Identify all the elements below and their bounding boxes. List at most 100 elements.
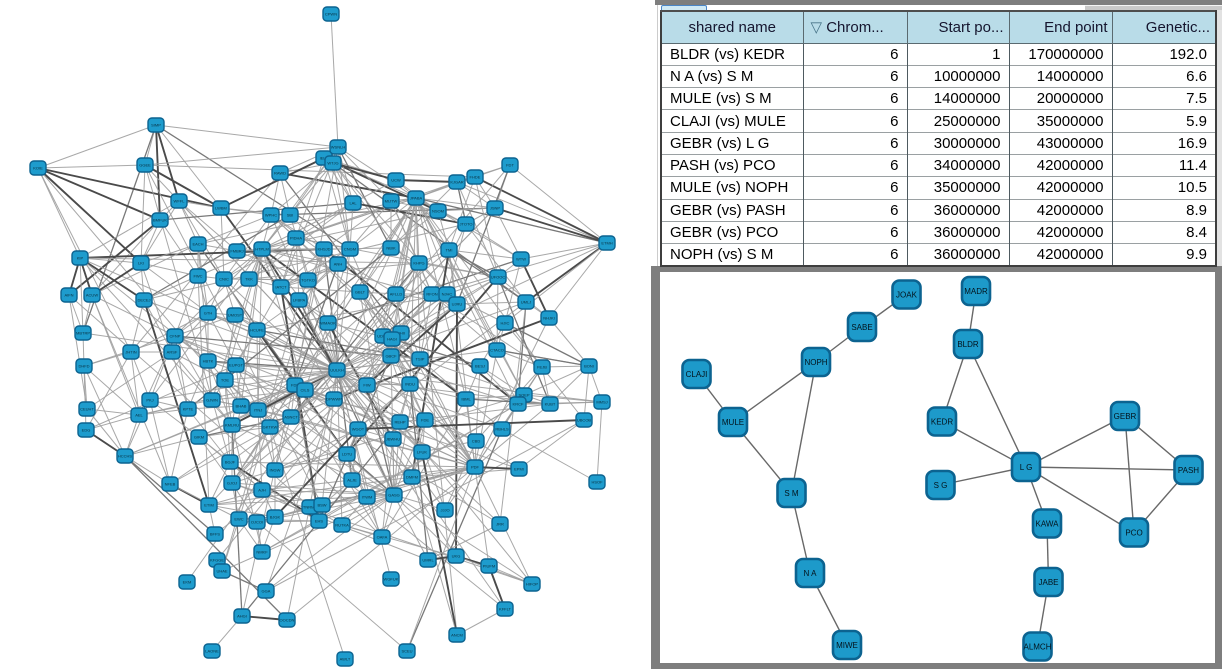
svg-text:MIJTW: MIJTW (385, 199, 398, 204)
svg-text:JRR: JRR (496, 522, 504, 527)
svg-text:UCW: UCW (391, 178, 401, 183)
svg-text:LFUK: LFUK (417, 450, 428, 455)
svg-text:ITNJ: ITNJ (254, 408, 262, 413)
svg-text:UHII: UHII (397, 331, 405, 336)
svg-text:S M: S M (784, 489, 799, 498)
svg-text:KFFLT: KFFLT (499, 607, 511, 612)
svg-text:ARSF: ARSF (167, 350, 178, 355)
svg-text:FDT: FDT (506, 163, 514, 168)
svg-text:GIKM: GIKM (194, 435, 204, 440)
svg-text:JJJO: JJJO (440, 508, 449, 513)
svg-text:GBCF: GBCF (385, 354, 397, 359)
svg-text:UMRL: UMRL (422, 558, 434, 563)
svg-text:EWC: EWC (234, 517, 243, 522)
svg-text:PIDHA: PIDHA (290, 236, 303, 241)
svg-text:WSNLH: WSNLH (331, 145, 346, 150)
svg-text:UBCOB: UBCOB (577, 418, 592, 423)
svg-text:REHP: REHP (394, 420, 405, 425)
svg-text:SBI: SBI (287, 213, 293, 218)
svg-text:HCCHS: HCCHS (118, 454, 133, 459)
svg-text:RBHLS: RBHLS (495, 427, 509, 432)
svg-text:TNRMS: TNRMS (303, 505, 318, 510)
svg-text:NMKF: NMKF (256, 550, 268, 555)
svg-text:KHSJD: KHSJD (317, 247, 330, 252)
svg-text:IATCT: IATCT (275, 285, 287, 290)
svg-text:JTOTO: JTOTO (460, 222, 473, 227)
svg-text:MULE: MULE (722, 418, 744, 427)
svg-text:AJH: AJH (258, 488, 266, 493)
svg-text:TSIP: TSIP (416, 357, 425, 362)
svg-text:JBWHU: JBWHU (386, 437, 400, 442)
svg-text:GGA: GGA (262, 589, 271, 594)
svg-text:GJOJ: GJOJ (227, 481, 237, 486)
svg-text:KHPG: KHPG (413, 261, 424, 266)
svg-text:JABE: JABE (1038, 578, 1058, 587)
svg-text:BONI: BONI (584, 364, 594, 369)
svg-text:UKG: UKG (452, 554, 461, 559)
svg-text:HIFOP: HIFOP (526, 582, 539, 587)
svg-text:GJWN: GJWN (206, 398, 218, 403)
svg-text:BFFS: BFFS (210, 532, 221, 537)
svg-text:TGTKO: TGTKO (301, 278, 315, 283)
svg-text:CNIC: CNIC (219, 277, 229, 282)
svg-text:BSW: BSW (317, 503, 326, 508)
svg-text:TKK: TKK (245, 277, 253, 282)
svg-text:KEDR: KEDR (931, 418, 953, 427)
svg-text:GASG: GASG (388, 493, 400, 498)
svg-text:GKTKW: GKTKW (263, 425, 278, 430)
svg-text:ANCM: ANCM (451, 633, 463, 638)
svg-text:EUPGT: EUPGT (229, 363, 243, 368)
svg-text:NJHC: NJHC (442, 292, 453, 297)
svg-text:NHJKI: NHJKI (543, 316, 555, 321)
svg-text:FDE: FDE (421, 418, 429, 423)
svg-text:TOE: TOE (221, 378, 229, 383)
svg-text:OAFA: OAFA (377, 535, 388, 540)
svg-text:DPWWP: DPWWP (326, 397, 342, 402)
svg-text:DHFD: DHFD (78, 364, 89, 369)
svg-text:FWC: FWC (193, 274, 202, 279)
svg-text:GTH: GTH (204, 311, 213, 316)
svg-text:WFFL: WFFL (174, 199, 186, 204)
svg-text:BGJF: BGJF (225, 460, 236, 465)
svg-text:WMAOK: WMAOK (320, 321, 336, 326)
svg-text:AHGI: AHGI (237, 614, 247, 619)
svg-text:LAL: LAL (349, 201, 357, 206)
svg-text:WGFUK: WGFUK (384, 577, 399, 582)
svg-text:JPABA: JPABA (410, 196, 423, 201)
svg-text:FIW: FIW (363, 383, 371, 388)
svg-text:HAGI: HAGI (387, 337, 397, 342)
svg-text:RAWD: RAWD (274, 171, 286, 176)
svg-text:ALMCH: ALMCH (1023, 643, 1051, 652)
svg-text:LWBM: LWBM (215, 206, 227, 211)
svg-text:PIUFM: PIUFM (483, 564, 495, 569)
svg-text:WTW: WTW (516, 257, 526, 262)
svg-text:JHTIN: JHTIN (125, 350, 136, 355)
svg-text:DECEJ: DECEJ (137, 298, 150, 303)
svg-text:ETMH: ETMH (601, 241, 612, 246)
svg-text:KMLRU: KMLRU (225, 423, 239, 428)
svg-text:UJRU: UJRU (452, 302, 463, 307)
svg-text:KIP: KIP (77, 256, 84, 261)
svg-text:CFNP: CFNP (170, 334, 181, 339)
svg-text:INDU: INDU (405, 382, 415, 387)
svg-text:EPMI: EPMI (514, 467, 524, 472)
svg-text:KUBT: KUBT (545, 402, 556, 407)
svg-text:EDG: EDG (82, 428, 91, 433)
svg-text:PKJ: PKJ (146, 398, 153, 403)
svg-text:IBML: IBML (461, 397, 471, 402)
svg-text:BMFUK: BMFUK (153, 218, 167, 223)
svg-text:CPWN: CPWN (325, 12, 337, 17)
svg-text:BJGK: BJGK (270, 515, 281, 520)
svg-text:ANH: ANH (334, 262, 343, 267)
svg-text:KPTE: KPTE (183, 407, 194, 412)
svg-text:LAONE: LAONE (205, 649, 219, 654)
svg-text:LDTU: LDTU (342, 452, 353, 457)
svg-text:RUTKA: RUTKA (335, 523, 349, 528)
svg-text:AEL: AEL (135, 413, 143, 418)
svg-text:CBD: CBD (472, 439, 481, 444)
svg-text:LKI: LKI (138, 261, 144, 266)
svg-text:ALJE: ALJE (347, 478, 357, 483)
svg-text:FDP: FDP (291, 383, 299, 388)
svg-text:CTACO: CTACO (490, 348, 504, 353)
svg-text:UMOST: UMOST (228, 313, 243, 318)
